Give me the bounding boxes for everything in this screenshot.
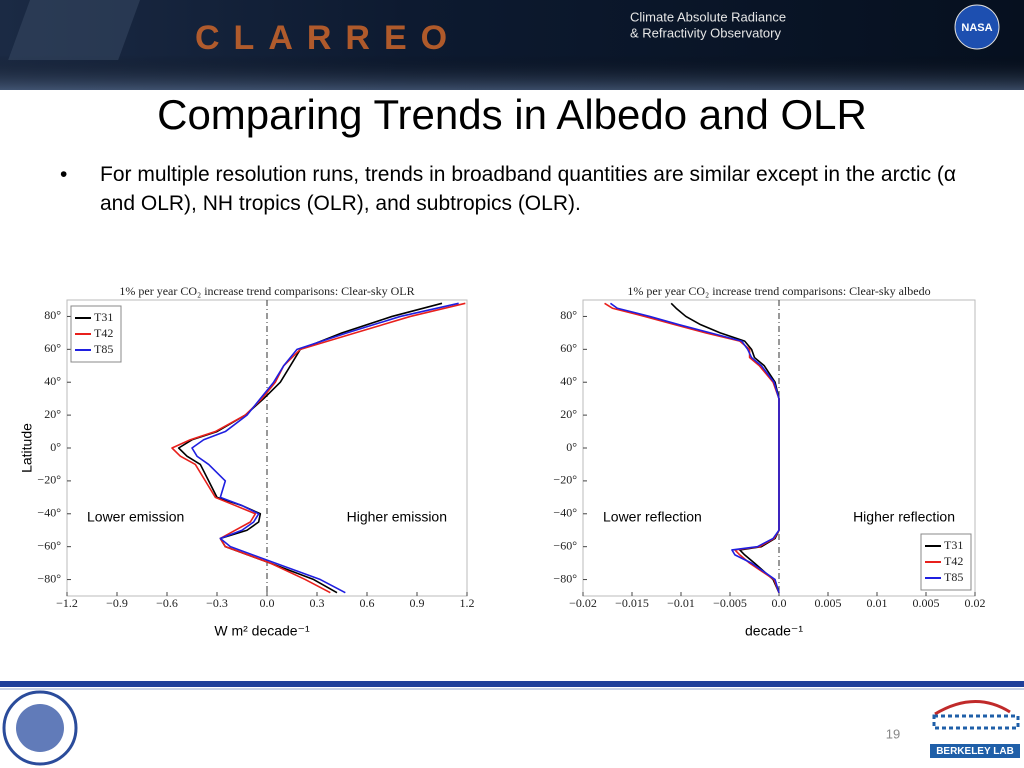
footer: 19 BERKELEY LAB [0,681,1024,766]
banner-logo: CLARREO [195,19,461,57]
page-number: 19 [886,726,900,741]
x-tick-label: −0.3 [206,596,228,610]
lab-logo: BERKELEY LAB [930,700,1020,758]
x-tick-label: 0.9 [410,596,425,610]
x-tick-label: 0.0 [772,596,787,610]
header-banner: CLARREO Climate Absolute Radiance & Refr… [0,0,1024,90]
annotation: Higher emission [347,509,447,525]
y-tick-label: 40° [560,374,577,388]
x-tick-label: 0.6 [360,596,375,610]
y-tick-label: 80° [560,308,577,322]
y-tick-label: 40° [44,374,61,388]
chart-title: 1% per year CO₂ increase trend compariso… [119,284,414,298]
y-tick-label: −40° [37,506,61,520]
x-tick-label: 0.005 [913,596,940,610]
y-tick-label: 80° [44,308,61,322]
series-line [191,302,459,594]
chart-title: 1% per year CO₂ increase trend compariso… [627,284,930,298]
chart: 1% per year CO₂ increase trend compariso… [19,284,475,639]
x-tick-label: 1.2 [460,596,475,610]
x-tick-label: −0.02 [569,596,597,610]
slide-title: Comparing Trends in Albedo and OLR [157,91,867,138]
x-axis-label: W m² decade⁻¹ [214,623,310,639]
y-tick-label: −80° [553,571,577,585]
y-tick-label: −40° [553,506,577,520]
lab-name: BERKELEY LAB [936,746,1014,757]
legend-label: T31 [944,538,963,552]
banner-tagline: Climate Absolute Radiance [630,9,786,24]
y-tick-label: 20° [560,407,577,421]
x-tick-label: 0.0 [260,596,275,610]
agency-name: NASA [961,22,992,34]
annotation: Higher reflection [853,509,955,525]
y-tick-label: 20° [44,407,61,421]
legend: T31 T42 T85 [920,533,972,591]
y-tick-label: 0° [566,440,577,454]
bullet-text: For multiple resolution runs, trends in … [100,163,957,215]
x-tick-label: 0.005 [815,596,842,610]
banner-tagline: & Refractivity Observatory [630,25,781,40]
legend-label: T42 [944,554,963,568]
y-tick-label: −60° [37,538,61,552]
x-tick-label: −0.9 [106,596,128,610]
x-tick-label: −1.2 [56,596,78,610]
x-tick-label: 0.02 [965,596,986,610]
annotation: Lower reflection [603,509,702,525]
y-tick-label: −60° [553,538,577,552]
legend-label: T85 [944,570,963,584]
x-tick-label: −0.01 [667,596,695,610]
x-tick-label: −0.005 [713,596,747,610]
legend: T31 T42 T85 [70,305,122,363]
x-tick-label: −0.015 [615,596,649,610]
legend-label: T42 [94,326,113,340]
x-tick-label: −0.6 [156,596,178,610]
chart: 1% per year CO₂ increase trend compariso… [553,284,985,639]
x-tick-label: 0.3 [310,596,325,610]
series-line [609,302,780,593]
y-tick-label: −80° [37,571,61,585]
annotation: Lower emission [87,509,184,525]
y-tick-label: −20° [37,473,61,487]
y-tick-label: −20° [553,473,577,487]
y-tick-label: 60° [560,341,577,355]
agency-logo [954,4,1000,50]
legend-label: T31 [94,310,113,324]
bullet-marker: • [60,163,68,186]
x-tick-label: 0.01 [867,596,888,610]
y-tick-label: 0° [50,440,61,454]
legend-label: T85 [94,342,113,356]
y-axis-label: Latitude [19,423,35,473]
y-tick-label: 60° [44,341,61,355]
x-axis-label: decade⁻¹ [745,623,803,639]
